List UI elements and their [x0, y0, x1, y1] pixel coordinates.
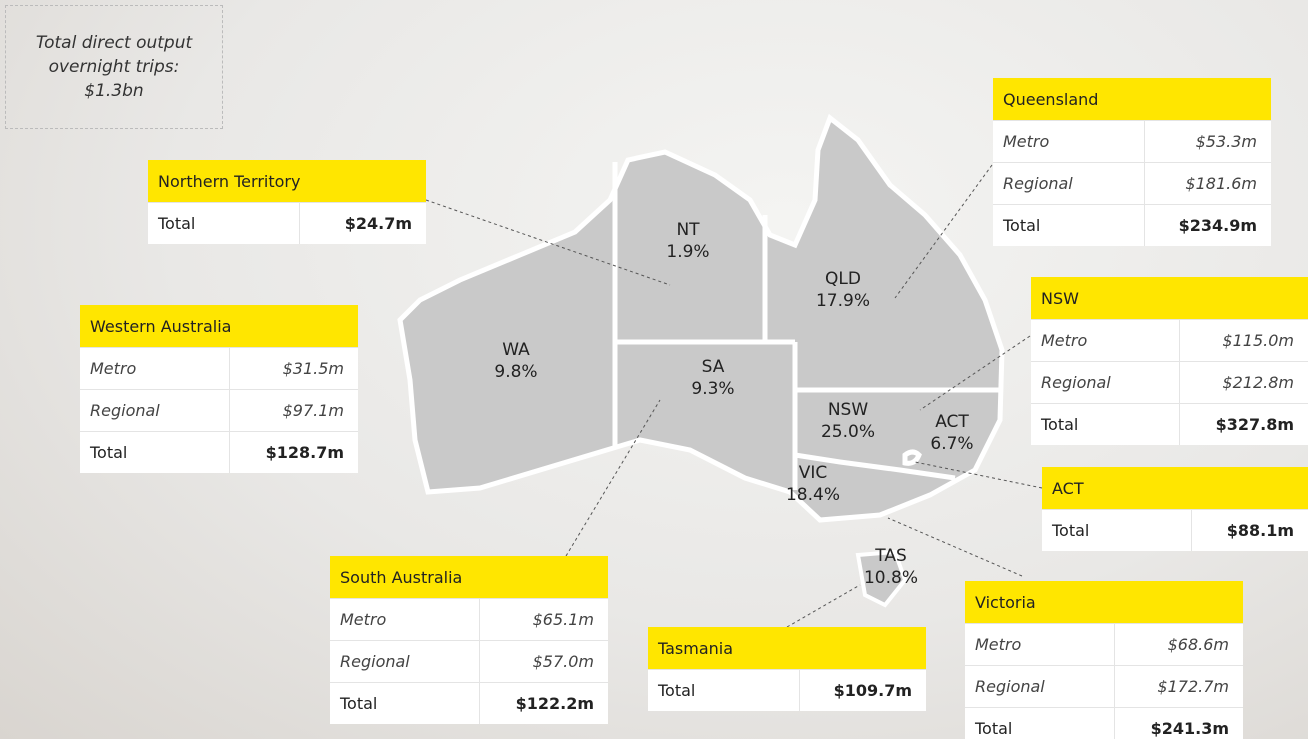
- table-row: Total$241.3m: [965, 707, 1243, 739]
- map-label-share: 17.9%: [816, 291, 870, 311]
- table-row: Metro$115.0m: [1031, 319, 1308, 361]
- row-label: Metro: [965, 624, 1115, 665]
- table-row: Metro$31.5m: [80, 347, 358, 389]
- row-label: Regional: [330, 641, 480, 682]
- table-row: Total$24.7m: [148, 202, 426, 244]
- table-title: Tasmania: [648, 627, 926, 669]
- table-title: NSW: [1031, 277, 1308, 319]
- table-row: Total$234.9m: [993, 204, 1271, 246]
- table-title: Queensland: [993, 78, 1271, 120]
- row-label: Total: [965, 708, 1115, 739]
- row-value: $172.7m: [1115, 677, 1243, 696]
- row-value: $241.3m: [1115, 719, 1243, 738]
- row-value: $24.7m: [300, 214, 426, 233]
- row-value: $181.6m: [1145, 174, 1271, 193]
- table-title: Western Australia: [80, 305, 358, 347]
- row-value: $327.8m: [1180, 415, 1308, 434]
- page: NT1.9%QLD17.9%WA9.8%SA9.3%NSW25.0%ACT6.7…: [0, 0, 1308, 739]
- row-label: Total: [993, 205, 1145, 246]
- map-label-state: TAS: [874, 546, 907, 566]
- map-label-share: 9.8%: [494, 362, 537, 382]
- row-label: Metro: [1031, 320, 1180, 361]
- map-label-state: NSW: [828, 400, 869, 420]
- row-value: $122.2m: [480, 694, 608, 713]
- map-label-state: ACT: [935, 412, 969, 432]
- row-value: $57.0m: [480, 652, 608, 671]
- row-label: Total: [148, 203, 300, 244]
- row-label: Total: [648, 670, 800, 711]
- row-value: $68.6m: [1115, 635, 1243, 654]
- row-label: Regional: [993, 163, 1145, 204]
- table-title: Northern Territory: [148, 160, 426, 202]
- australia-mainland: [400, 118, 1002, 520]
- row-label: Metro: [330, 599, 480, 640]
- table-row: Total$327.8m: [1031, 403, 1308, 445]
- note-line: $1.3bn: [84, 79, 143, 103]
- row-label: Regional: [80, 390, 230, 431]
- table-title: Victoria: [965, 581, 1243, 623]
- note-line: Total direct output: [36, 31, 192, 55]
- row-value: $65.1m: [480, 610, 608, 629]
- map-label-state: WA: [502, 340, 530, 360]
- row-value: $115.0m: [1180, 331, 1308, 350]
- table-row: Total$109.7m: [648, 669, 926, 711]
- row-value: $88.1m: [1192, 521, 1308, 540]
- row-value: $234.9m: [1145, 216, 1271, 235]
- row-value: $97.1m: [230, 401, 358, 420]
- table-row: Regional$97.1m: [80, 389, 358, 431]
- map-label-state: SA: [702, 357, 725, 377]
- table-row: Total$128.7m: [80, 431, 358, 473]
- table-title: ACT: [1042, 467, 1308, 509]
- row-label: Regional: [1031, 362, 1180, 403]
- row-label: Metro: [993, 121, 1145, 162]
- row-value: $109.7m: [800, 681, 926, 700]
- row-label: Total: [80, 432, 230, 473]
- map-label-share: 9.3%: [691, 379, 734, 399]
- row-label: Total: [1042, 510, 1192, 551]
- table-row: Regional$181.6m: [993, 162, 1271, 204]
- table-row: Regional$172.7m: [965, 665, 1243, 707]
- map-label-share: 1.9%: [666, 242, 709, 262]
- map-label-state: QLD: [825, 269, 861, 289]
- table-title: South Australia: [330, 556, 608, 598]
- row-label: Regional: [965, 666, 1115, 707]
- map-label-share: 6.7%: [930, 434, 973, 454]
- note-line: overnight trips:: [49, 55, 180, 79]
- table-row: Total$122.2m: [330, 682, 608, 724]
- row-value: $128.7m: [230, 443, 358, 462]
- table-row: Regional$57.0m: [330, 640, 608, 682]
- table-row: Total$88.1m: [1042, 509, 1308, 551]
- table-row: Metro$53.3m: [993, 120, 1271, 162]
- table-row: Metro$68.6m: [965, 623, 1243, 665]
- map-label-state: NT: [676, 220, 700, 240]
- map-label-share: 25.0%: [821, 422, 875, 442]
- map-label-share: 18.4%: [786, 485, 840, 505]
- row-label: Total: [1031, 404, 1180, 445]
- row-value: $53.3m: [1145, 132, 1271, 151]
- map-label-state: VIC: [799, 463, 828, 483]
- table-row: Metro$65.1m: [330, 598, 608, 640]
- table-row: Regional$212.8m: [1031, 361, 1308, 403]
- row-value: $212.8m: [1180, 373, 1308, 392]
- map-label-share: 10.8%: [864, 568, 918, 588]
- row-label: Total: [330, 683, 480, 724]
- row-label: Metro: [80, 348, 230, 389]
- row-value: $31.5m: [230, 359, 358, 378]
